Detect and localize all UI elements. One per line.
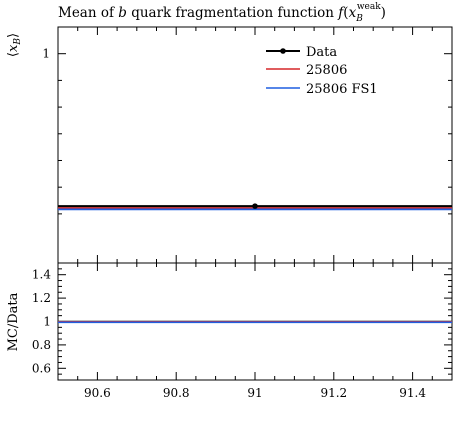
ratio-series-lines	[58, 320, 452, 324]
ratio-y-label: MC/Data	[6, 292, 21, 351]
ratio-y-tick-label: 1.2	[32, 291, 51, 305]
x-tick-label: 90.8	[163, 386, 190, 400]
main-y-tick-label: 1	[42, 47, 50, 61]
legend-entry-25806: 25806	[266, 63, 347, 78]
legend-entry-25806-fs1: 25806 FS1	[266, 82, 378, 97]
x-tick-label: 91.2	[320, 386, 347, 400]
legend-marker-data	[280, 48, 286, 54]
legend-label-25806-fs1: 25806 FS1	[306, 82, 378, 97]
ratio-y-tick-label: 0.6	[32, 361, 51, 375]
main-axis-ticks: 1	[42, 27, 453, 263]
main-series-lines	[58, 203, 452, 211]
legend-label-25806: 25806	[306, 63, 347, 78]
main-y-label: ⟨xB⟩	[6, 33, 23, 57]
x-tick-label: 91	[247, 386, 262, 400]
legend: Data 25806 25806 FS1	[266, 45, 378, 97]
legend-label-data: Data	[306, 45, 337, 60]
x-tick-label: 90.6	[84, 386, 111, 400]
main-plot-frame	[57, 26, 453, 264]
data-point	[252, 203, 258, 209]
x-tick-label: 91.4	[399, 386, 426, 400]
ratio-y-tick-label: 0.8	[32, 338, 51, 352]
legend-entry-data: Data	[266, 45, 337, 60]
ratio-y-tick-label: 1.4	[32, 268, 51, 282]
ratio-y-tick-label: 1	[43, 315, 51, 329]
ratio-axis-ticks: 0.6 0.8 1 1.2 1.4 90.6 90.8 91 91.2 91.4	[32, 262, 453, 400]
chart-title: Mean of b quark fragmentation function f…	[58, 2, 386, 24]
